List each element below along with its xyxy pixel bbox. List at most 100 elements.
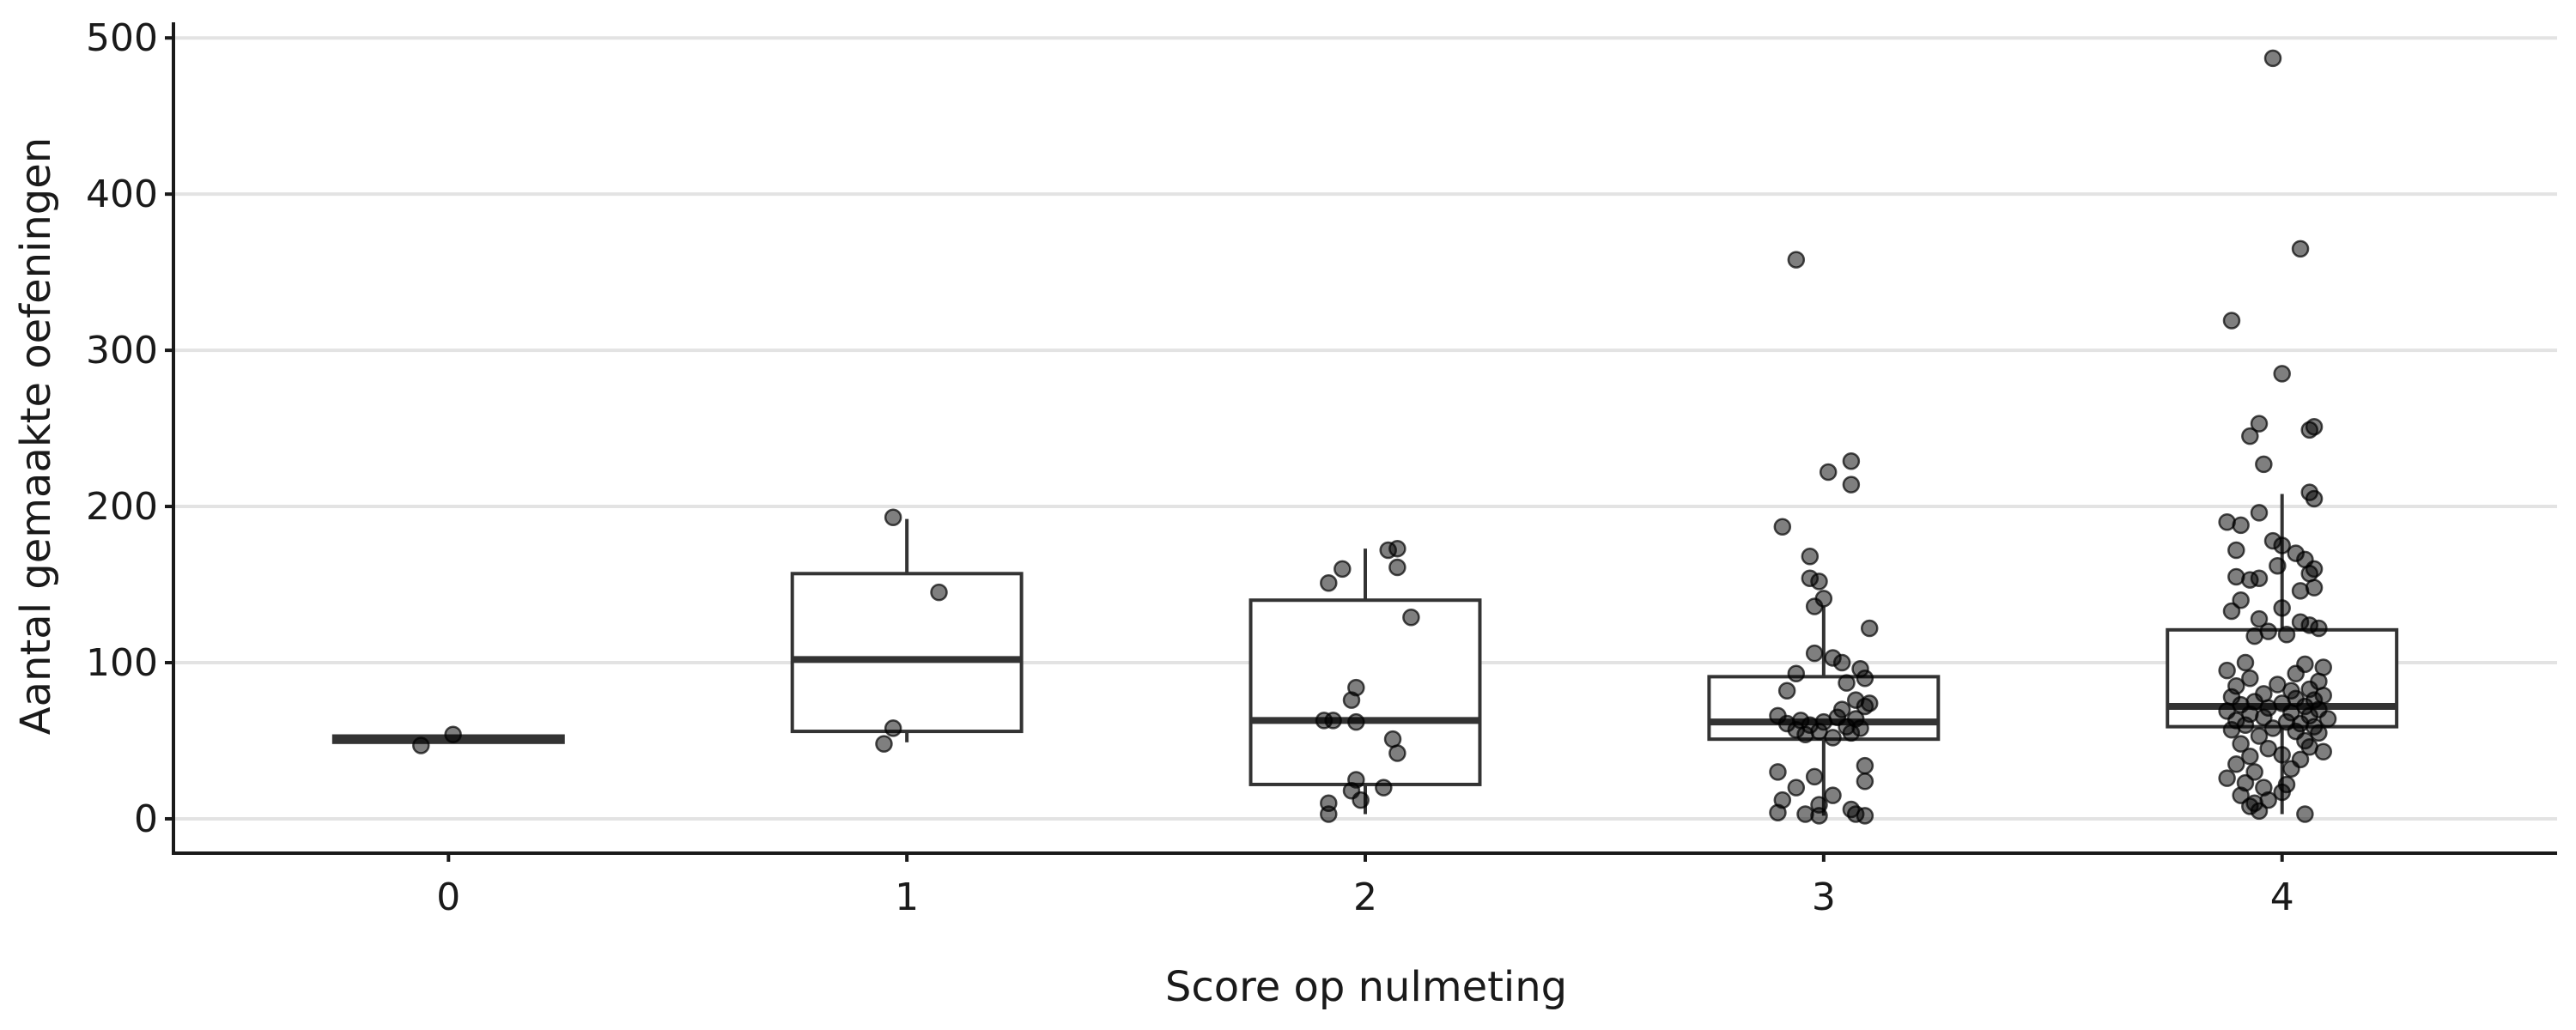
data-point-4-26 [2291,582,2310,600]
data-point-2-16 [1352,791,1370,809]
data-point-4-73 [2310,724,2328,742]
data-point-3-10 [1860,619,1879,638]
data-point-4-71 [2222,721,2241,739]
x-tick-label-2: 2 [1353,876,1377,919]
data-point-3-49 [1856,807,1874,825]
data-point-4-96 [2296,805,2314,823]
boxplots [331,494,2399,816]
y-tick-label-400: 400 [86,173,158,216]
data-point-0-1 [444,725,462,743]
jittered-points [412,49,2337,825]
data-point-4-4 [2250,415,2269,433]
data-point-2-18 [1320,805,1338,823]
x-axis-title: Score op nulmeting [1165,963,1567,1011]
data-point-3-1 [1842,452,1861,470]
data-point-3-36 [1824,729,1842,747]
data-point-3-40 [1856,772,1874,791]
data-point-3-39 [1805,767,1824,786]
data-point-2-1 [1388,539,1406,558]
data-point-4-28 [2273,599,2291,617]
data-point-4-83 [2227,755,2245,773]
data-point-2-9 [1324,712,1342,730]
data-point-4-95 [2250,802,2269,821]
data-point-1-1 [930,583,948,602]
data-point-3-18 [1777,682,1796,700]
data-point-4-36 [2245,627,2263,645]
data-point-4-33 [2310,619,2328,638]
x-tick-label-1: 1 [895,876,919,919]
data-point-4-35 [2277,626,2296,644]
box-1 [790,518,1024,742]
data-point-3-34 [1842,724,1861,742]
data-point-4-29 [2222,602,2241,621]
data-point-3-42 [1824,786,1842,804]
data-point-4-85 [2245,763,2263,781]
data-point-3-21 [1856,697,1874,716]
data-point-2-12 [1388,744,1406,762]
data-point-4-13 [2232,516,2250,535]
data-point-1-2 [884,719,902,737]
data-point-3-13 [1832,653,1851,672]
data-point-4-79 [2314,742,2332,760]
data-point-3-46 [1769,803,1787,821]
data-point-4-7 [2241,427,2259,445]
data-point-2-2 [1320,573,1338,592]
data-point-4-0 [2263,49,2282,68]
data-point-4-42 [2241,669,2259,688]
data-point-3-37 [1856,756,1874,775]
data-point-4-24 [2241,571,2259,589]
x-tick-label-4: 4 [2270,876,2294,919]
data-point-2-10 [1347,712,1365,731]
data-point-4-1 [2291,239,2310,258]
data-point-3-0 [1787,251,1806,269]
data-point-4-10 [2305,489,2324,508]
data-point-4-91 [2232,786,2250,804]
data-point-4-6 [2300,421,2318,439]
data-point-2-3 [1334,560,1352,579]
data-point-3-11 [1805,644,1824,663]
y-tick-label-300: 300 [86,329,158,373]
data-point-4-80 [2273,746,2291,764]
data-point-2-4 [1388,558,1406,577]
y-tick-label-100: 100 [86,641,158,685]
data-point-4-63 [2255,708,2273,726]
data-point-3-5 [1801,548,1820,566]
data-point-3-15 [1787,664,1806,683]
data-point-4-8 [2255,455,2273,474]
data-point-3-9 [1805,597,1824,615]
grid-lines [173,36,2557,821]
data-point-2-7 [1342,691,1361,709]
data-point-4-70 [2263,719,2282,737]
data-point-1-3 [875,735,893,753]
iqr-box-2 [1249,598,1482,786]
data-point-3-2 [1819,463,1838,482]
data-point-3-16 [1856,669,1874,688]
data-point-4-86 [2218,769,2236,787]
data-point-4-74 [2250,727,2269,745]
data-point-3-7 [1810,573,1828,591]
data-point-4-37 [2236,653,2255,672]
y-tick-label-0: 0 [134,797,158,841]
data-point-4-90 [2273,783,2291,802]
data-point-3-38 [1769,763,1787,781]
box-3 [1707,606,1941,816]
data-point-4-3 [2273,365,2291,383]
data-point-3-41 [1787,779,1806,797]
y-tick-label-500: 500 [86,16,158,60]
box-2 [1249,548,1482,815]
y-tick-label-200: 200 [86,485,158,529]
data-point-1-0 [884,508,902,527]
data-point-3-3 [1842,476,1861,494]
data-point-4-11 [2250,504,2269,522]
data-point-3-4 [1773,518,1792,536]
data-point-2-14 [1375,779,1393,797]
iqr-box-1 [790,572,1024,734]
data-point-4-40 [2218,661,2236,680]
data-point-0-0 [412,736,430,754]
data-point-3-17 [1838,674,1856,692]
x-tick-label-3: 3 [1812,876,1836,919]
data-point-4-27 [2232,591,2250,609]
data-point-4-84 [2282,760,2300,778]
data-point-4-16 [2227,541,2245,560]
data-point-4-76 [2232,735,2250,753]
